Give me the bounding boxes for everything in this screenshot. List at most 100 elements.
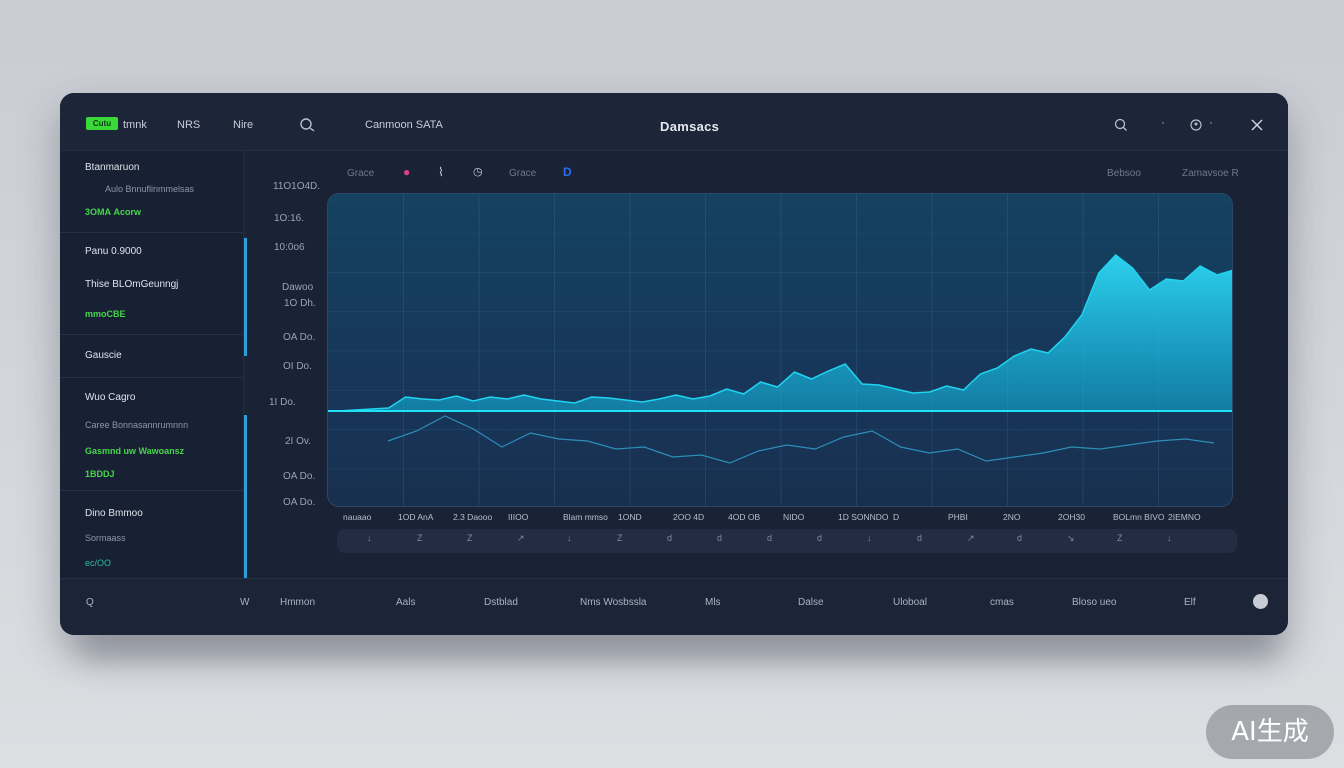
- footer-item[interactable]: Bloso ueo: [1072, 597, 1117, 608]
- trend-icon[interactable]: ⌇: [438, 165, 444, 179]
- y-tick-label: 10:0o6: [274, 242, 305, 253]
- top-bar: Cutu tmnk NRS Nire Canmoon SATA Damsacs …: [60, 93, 1288, 151]
- x-tick-mark: ↓: [867, 533, 872, 543]
- nav-item[interactable]: NRS: [177, 119, 201, 131]
- sidebar-sub: Thise BLOmGeunngj: [85, 279, 179, 290]
- divider: [60, 232, 244, 233]
- y-tick-label: OA Do.: [283, 471, 316, 482]
- search-label[interactable]: Canmoon SATA: [365, 119, 443, 131]
- x-tick-mark: ↗: [517, 533, 525, 543]
- ai-watermark: AI生成: [1206, 705, 1334, 759]
- main-panel: Grace ● ⌇ ◷ Grace D Bebsoo Zamavsoe R 11…: [247, 151, 1288, 578]
- area-chart[interactable]: [328, 194, 1233, 507]
- sidebar-value: 1BDDJ: [85, 469, 115, 479]
- toolbar-label[interactable]: Bebsoo: [1107, 168, 1141, 179]
- user-icon[interactable]: [1190, 119, 1204, 133]
- footer-item[interactable]: Nms Wosbssla: [580, 597, 647, 608]
- y-tick-label: 1O Dh.: [284, 298, 316, 309]
- x-tick-mark: d: [767, 533, 773, 543]
- footer-bar: Q W Hmmon Aals Dstblad Nms Wosbssla Mls …: [60, 578, 1288, 635]
- x-tick-label: 2OO 4D: [673, 512, 705, 522]
- footer-item[interactable]: Mls: [705, 597, 721, 608]
- x-tick-mark: d: [1017, 533, 1023, 543]
- footer-item[interactable]: Aals: [396, 597, 416, 608]
- y-tick-label: Dawoo: [282, 282, 314, 293]
- series-line-main[interactable]: [337, 253, 1233, 412]
- x-tick-mark: Z: [1117, 533, 1123, 543]
- toolbar-label[interactable]: Grace: [509, 168, 537, 179]
- y-tick-label: OI Do.: [283, 361, 312, 372]
- footer-item[interactable]: Dstblad: [484, 597, 518, 608]
- y-tick-label: 2I Ov.: [285, 436, 311, 447]
- toolbar-label[interactable]: Zamavsoe R: [1182, 168, 1239, 179]
- x-tick-mark: d: [817, 533, 823, 543]
- footer-item[interactable]: Hmmon: [280, 597, 316, 608]
- status-badge[interactable]: Cutu: [86, 117, 118, 130]
- x-tick-label: BOLmn BIVO: [1113, 512, 1165, 522]
- x-tick-label: 1D SONNDO: [838, 512, 889, 522]
- y-tick-label: 1I Do.: [269, 397, 296, 408]
- search-icon[interactable]: [298, 117, 316, 133]
- dot-icon[interactable]: ·: [1161, 115, 1165, 129]
- dashboard-window: Cutu tmnk NRS Nire Canmoon SATA Damsacs …: [60, 93, 1288, 635]
- sidebar-title[interactable]: Gauscie: [85, 350, 122, 361]
- footer-item[interactable]: Elf: [1184, 597, 1196, 608]
- footer-item[interactable]: Uloboal: [893, 597, 927, 608]
- dot-icon[interactable]: ·: [1209, 115, 1213, 129]
- x-tick-mark: ↓: [367, 533, 372, 543]
- x-tick-label: 1OD AnA: [398, 512, 434, 522]
- x-tick-mark: d: [667, 533, 673, 543]
- sidebar-title[interactable]: Dino Bmmoo: [85, 508, 143, 519]
- y-tick-label: OA Do.: [283, 497, 316, 508]
- x-tick-label: 1OND: [618, 512, 642, 522]
- footer-icon[interactable]: W: [240, 597, 250, 608]
- x-tick-label: NIDO: [783, 512, 805, 522]
- sidebar-sub: Caree Bonnasannrumnnn: [85, 420, 189, 430]
- sidebar-title[interactable]: Wuo Cagro: [85, 392, 136, 403]
- x-tick-mark: d: [917, 533, 923, 543]
- x-tick-mark: ↘: [1067, 533, 1075, 543]
- divider: [60, 377, 244, 378]
- divider: [60, 490, 244, 491]
- sidebar-value: 3OMA Acorw: [85, 207, 142, 217]
- x-tick-mark: Z: [467, 533, 473, 543]
- x-tick-label: Blam mmso: [563, 512, 608, 522]
- search-icon[interactable]: [1114, 118, 1128, 132]
- x-tick-label: 2OH30: [1058, 512, 1085, 522]
- sidebar-title[interactable]: Panu 0.9000: [85, 246, 142, 257]
- x-tick-label: D: [893, 512, 900, 522]
- bookmark-icon[interactable]: D: [563, 165, 572, 179]
- y-tick-label: 11O1O4D.: [273, 181, 321, 192]
- footer-icon[interactable]: Q: [86, 597, 94, 608]
- clock-icon[interactable]: ◷: [473, 166, 483, 178]
- footer-item[interactable]: Dalse: [798, 597, 824, 608]
- x-tick-mark: ↓: [1167, 533, 1172, 543]
- scroll-indicator[interactable]: [244, 415, 247, 580]
- page-title: Damsacs: [660, 119, 720, 134]
- y-tick-label: 1O:16.: [274, 213, 305, 224]
- x-tick-label: 2.3 Daooo: [453, 512, 493, 522]
- x-tick-label: 2NO: [1003, 512, 1021, 522]
- sidebar-sub: Aulo Bnnuflinmmelsas: [105, 184, 195, 194]
- footer-item[interactable]: cmas: [990, 597, 1014, 608]
- alert-icon[interactable]: ●: [403, 165, 411, 179]
- settings-toggle[interactable]: [1253, 594, 1268, 609]
- x-tick-label: 2IEMNO: [1168, 512, 1201, 522]
- divider: [60, 334, 244, 335]
- x-tick-mark: d: [717, 533, 723, 543]
- series-area-main[interactable]: [338, 255, 1233, 411]
- sidebar-title[interactable]: Btanmaruon: [85, 162, 140, 173]
- toolbar-label[interactable]: Grace: [347, 168, 375, 179]
- close-icon[interactable]: [1250, 118, 1264, 132]
- x-tick-label: nauaao: [343, 512, 372, 522]
- series-line-secondary[interactable]: [387, 415, 1215, 464]
- x-tick-mark: Z: [617, 533, 623, 543]
- x-tick-mark: Z: [417, 533, 423, 543]
- sidebar-sub: Sormaass: [85, 533, 126, 543]
- scroll-indicator[interactable]: [244, 238, 247, 356]
- nav-item[interactable]: Nire: [233, 119, 254, 131]
- nav-item[interactable]: tmnk: [123, 119, 147, 131]
- chart-area: [327, 193, 1233, 507]
- window-shadow: [80, 630, 1280, 660]
- x-tick-mark: ↗: [967, 533, 975, 543]
